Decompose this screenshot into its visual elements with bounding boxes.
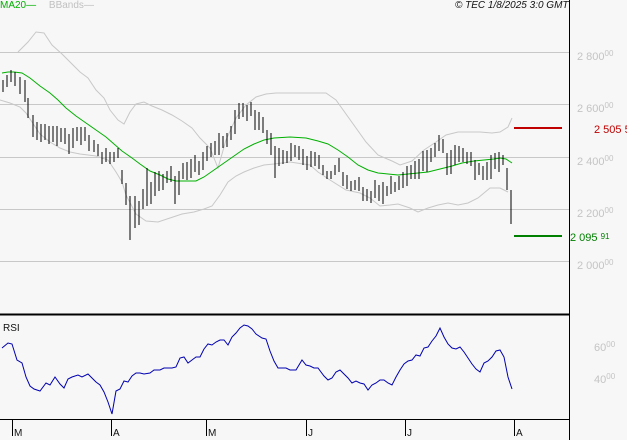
svg-text:2 40000: 2 40000 [577, 154, 614, 168]
svg-text:2 20000: 2 20000 [577, 206, 614, 220]
ohlc-bars [2, 70, 512, 240]
svg-text:M: M [208, 428, 216, 439]
bollinger-bands [0, 31, 513, 223]
svg-text:A: A [113, 428, 120, 439]
svg-text:6000: 6000 [594, 340, 616, 354]
chart-legend: MA20— BBands— [0, 0, 94, 12]
support-label: 2 095 91 [570, 232, 610, 244]
legend-ma20: MA20— [0, 0, 37, 11]
svg-text:A: A [516, 428, 523, 439]
legend-bbands: BBands— [48, 0, 94, 11]
rsi-axis-labels: 6000 4000 [594, 340, 616, 386]
svg-text:M: M [14, 428, 22, 439]
month-ticks [12, 420, 515, 436]
svg-text:J: J [308, 428, 313, 439]
svg-text:J: J [407, 428, 412, 439]
bband-upper [17, 31, 513, 170]
bband-lower [0, 99, 509, 223]
svg-text:2 60000: 2 60000 [577, 101, 614, 115]
price-gridlines [0, 52, 569, 262]
svg-text:2 00000: 2 00000 [577, 258, 614, 272]
copyright-timestamp: © TEC 1/8/2025 3:0 GMT [455, 0, 569, 11]
ma20-line [1, 71, 513, 182]
svg-text:4000: 4000 [594, 372, 616, 386]
resistance-label: 2 505 5 [594, 124, 627, 136]
rsi-title: RSI [3, 323, 20, 334]
price-axis-labels: 2 80000 2 60000 2 40000 2 20000 2 00000 [577, 49, 614, 272]
month-labels: M A M J J A [14, 428, 523, 439]
svg-text:2 80000: 2 80000 [577, 49, 614, 63]
rsi-line [1, 324, 513, 415]
